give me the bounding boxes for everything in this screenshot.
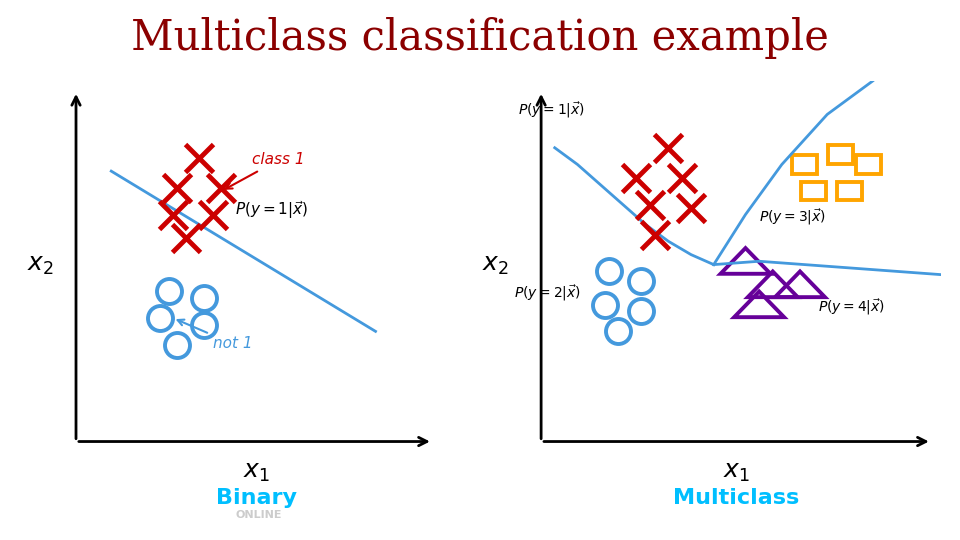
- Text: $x_2$: $x_2$: [482, 253, 509, 276]
- Text: $P(y=3|\vec{x})$: $P(y=3|\vec{x})$: [759, 207, 826, 227]
- Bar: [792, 156, 817, 174]
- Text: $P(y=1|\vec{x})$: $P(y=1|\vec{x})$: [234, 199, 308, 220]
- Text: not 1: not 1: [178, 320, 252, 351]
- Text: class 1: class 1: [226, 152, 305, 188]
- Text: Multiclass: Multiclass: [673, 488, 800, 508]
- Text: Binary: Binary: [216, 488, 297, 508]
- Bar: [828, 145, 853, 164]
- Text: Stanford: Stanford: [168, 506, 256, 524]
- Text: ONLINE: ONLINE: [235, 510, 281, 520]
- Text: $P(y=1|\vec{x})$: $P(y=1|\vec{x})$: [518, 100, 586, 120]
- Bar: [837, 182, 862, 200]
- Text: $x_1$: $x_1$: [723, 460, 750, 483]
- Text: $P(y=4|\vec{x})$: $P(y=4|\vec{x})$: [818, 297, 885, 317]
- Text: Multiclass classification example: Multiclass classification example: [132, 17, 828, 59]
- Text: $x_1$: $x_1$: [243, 460, 270, 483]
- Text: $x_2$: $x_2$: [28, 253, 54, 276]
- Text: DeepLearning.AI: DeepLearning.AI: [40, 506, 197, 524]
- Bar: [855, 156, 880, 174]
- Bar: [802, 182, 827, 200]
- Text: $P(y=2|\vec{x})$: $P(y=2|\vec{x})$: [514, 284, 581, 303]
- Text: ⓧ: ⓧ: [13, 503, 29, 527]
- Text: Andrew Ng: Andrew Ng: [820, 506, 931, 524]
